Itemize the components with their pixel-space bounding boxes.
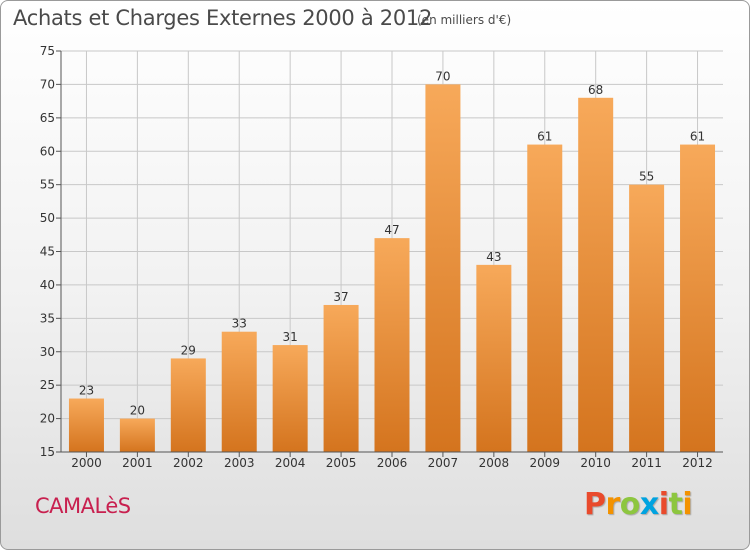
value-label: 68 <box>588 83 603 97</box>
logo-letter: i <box>682 487 693 522</box>
value-label: 29 <box>181 343 196 357</box>
value-label: 43 <box>486 250 501 264</box>
y-tick-label: 15 <box>40 445 55 459</box>
value-label: 47 <box>384 223 399 237</box>
bar <box>323 304 359 452</box>
y-tick-label: 20 <box>40 412 55 426</box>
x-tick-label: 2000 <box>71 456 102 470</box>
y-tick-label: 25 <box>40 378 55 392</box>
x-tick-label: 2003 <box>224 456 255 470</box>
value-label: 61 <box>537 130 552 144</box>
logo-letter: o <box>619 487 641 522</box>
bar <box>221 331 257 452</box>
bar <box>476 264 512 452</box>
bar <box>425 84 461 453</box>
y-tick-label: 35 <box>40 311 55 325</box>
logo-letter: P <box>584 487 606 522</box>
y-tick-label: 65 <box>40 111 55 125</box>
x-tick-label: 2005 <box>326 456 357 470</box>
x-tick-label: 2002 <box>173 456 204 470</box>
bar <box>119 418 155 452</box>
x-tick-label: 2007 <box>428 456 459 470</box>
y-tick-label: 55 <box>40 178 55 192</box>
y-tick-label: 50 <box>40 211 55 225</box>
value-label: 37 <box>333 290 348 304</box>
value-label: 33 <box>232 317 247 331</box>
x-tick-label: 2011 <box>631 456 662 470</box>
x-tick-label: 2010 <box>580 456 611 470</box>
y-tick-label: 70 <box>40 77 55 91</box>
bar <box>629 184 665 452</box>
axes <box>56 50 723 457</box>
bars <box>68 84 716 453</box>
bar <box>578 97 614 453</box>
logo-letter: x <box>639 487 659 522</box>
logo-letter: r <box>605 487 621 522</box>
chart-title: Achats et Charges Externes 2000 à 2012 <box>13 6 433 30</box>
value-label: 70 <box>435 69 450 83</box>
bar <box>68 398 104 452</box>
bar <box>527 144 563 453</box>
x-tick-label: 2012 <box>682 456 713 470</box>
value-label: 23 <box>79 384 94 398</box>
value-label: 55 <box>639 170 654 184</box>
y-tick-label: 40 <box>40 278 55 292</box>
value-label: 61 <box>690 130 705 144</box>
bar <box>170 358 206 452</box>
y-tick-label: 45 <box>40 245 55 259</box>
x-tick-label: 2009 <box>529 456 560 470</box>
proxiti-logo: Proxiti <box>584 487 693 522</box>
x-tick-label: 2004 <box>275 456 306 470</box>
labels: 15 20 25 30 35 40 45 50 55 60 65 70 75 23 2000 20 2001 29… <box>40 44 713 470</box>
logo-letter: i <box>658 487 669 522</box>
bar <box>680 144 716 453</box>
value-label: 31 <box>283 330 298 344</box>
x-tick-label: 2006 <box>377 456 408 470</box>
bar <box>374 238 410 452</box>
logo-letter: t <box>668 487 683 522</box>
city-name: CAMALèS <box>35 494 131 518</box>
bar <box>272 345 308 452</box>
y-tick-label: 30 <box>40 345 55 359</box>
y-tick-label: 60 <box>40 144 55 158</box>
value-label: 20 <box>130 404 145 418</box>
x-tick-label: 2001 <box>122 456 153 470</box>
chart-unit: (en milliers d'€) <box>417 13 512 27</box>
y-tick-label: 75 <box>40 44 55 58</box>
x-tick-label: 2008 <box>479 456 510 470</box>
